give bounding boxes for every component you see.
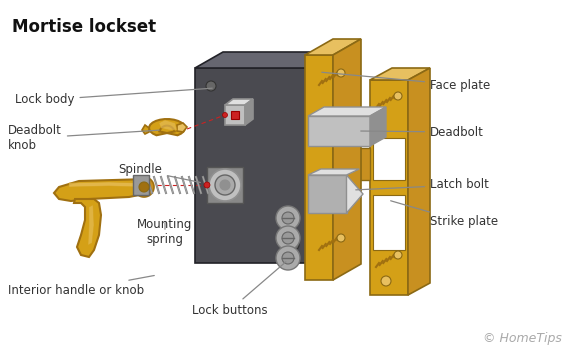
Circle shape <box>394 92 402 100</box>
Polygon shape <box>305 55 333 280</box>
Circle shape <box>276 226 300 250</box>
Circle shape <box>289 240 299 250</box>
Polygon shape <box>69 182 139 187</box>
Polygon shape <box>333 39 361 280</box>
Text: Interior handle or knob: Interior handle or knob <box>8 275 154 297</box>
Circle shape <box>134 177 154 197</box>
Circle shape <box>215 175 235 195</box>
Bar <box>373 195 405 250</box>
Polygon shape <box>225 105 245 125</box>
Text: Face plate: Face plate <box>322 72 490 91</box>
Circle shape <box>276 206 300 230</box>
Text: Spindle: Spindle <box>118 163 200 183</box>
Circle shape <box>276 246 300 270</box>
Circle shape <box>337 234 345 242</box>
Text: Deadbolt
knob: Deadbolt knob <box>8 124 159 152</box>
Circle shape <box>206 81 216 91</box>
Polygon shape <box>245 99 253 125</box>
Polygon shape <box>74 199 101 257</box>
Circle shape <box>209 169 241 201</box>
Polygon shape <box>347 175 363 213</box>
Polygon shape <box>159 120 177 130</box>
Polygon shape <box>370 107 386 146</box>
Polygon shape <box>88 205 94 245</box>
Polygon shape <box>308 175 347 213</box>
Polygon shape <box>408 68 430 295</box>
Polygon shape <box>360 148 370 180</box>
Circle shape <box>139 182 149 192</box>
Polygon shape <box>225 99 253 105</box>
Circle shape <box>220 180 230 190</box>
Polygon shape <box>305 39 361 55</box>
Polygon shape <box>54 179 149 201</box>
Polygon shape <box>142 125 149 134</box>
Polygon shape <box>195 52 338 68</box>
Text: Deadbolt: Deadbolt <box>361 126 484 139</box>
Polygon shape <box>310 52 338 263</box>
Circle shape <box>381 276 391 286</box>
Polygon shape <box>195 68 310 263</box>
Circle shape <box>394 251 402 259</box>
Circle shape <box>282 252 294 264</box>
Text: Mortise lockset: Mortise lockset <box>12 18 156 36</box>
Text: Lock buttons: Lock buttons <box>192 262 286 316</box>
Text: Strike plate: Strike plate <box>391 201 498 229</box>
Polygon shape <box>308 169 359 175</box>
Text: Lock body: Lock body <box>15 88 212 107</box>
Polygon shape <box>370 80 408 295</box>
Bar <box>373 138 405 180</box>
Circle shape <box>204 182 210 188</box>
Text: Mounting
spring: Mounting spring <box>137 218 193 246</box>
Circle shape <box>337 69 345 77</box>
Text: © HomeTips: © HomeTips <box>483 332 562 345</box>
Polygon shape <box>177 123 187 132</box>
Circle shape <box>282 232 294 244</box>
Circle shape <box>222 112 228 117</box>
Polygon shape <box>149 119 185 135</box>
Polygon shape <box>308 107 386 116</box>
Circle shape <box>282 212 294 224</box>
Text: Latch bolt: Latch bolt <box>356 179 489 192</box>
Bar <box>133 175 149 195</box>
Polygon shape <box>370 68 430 80</box>
Bar <box>231 111 239 119</box>
Bar <box>207 167 243 203</box>
Polygon shape <box>308 116 370 146</box>
